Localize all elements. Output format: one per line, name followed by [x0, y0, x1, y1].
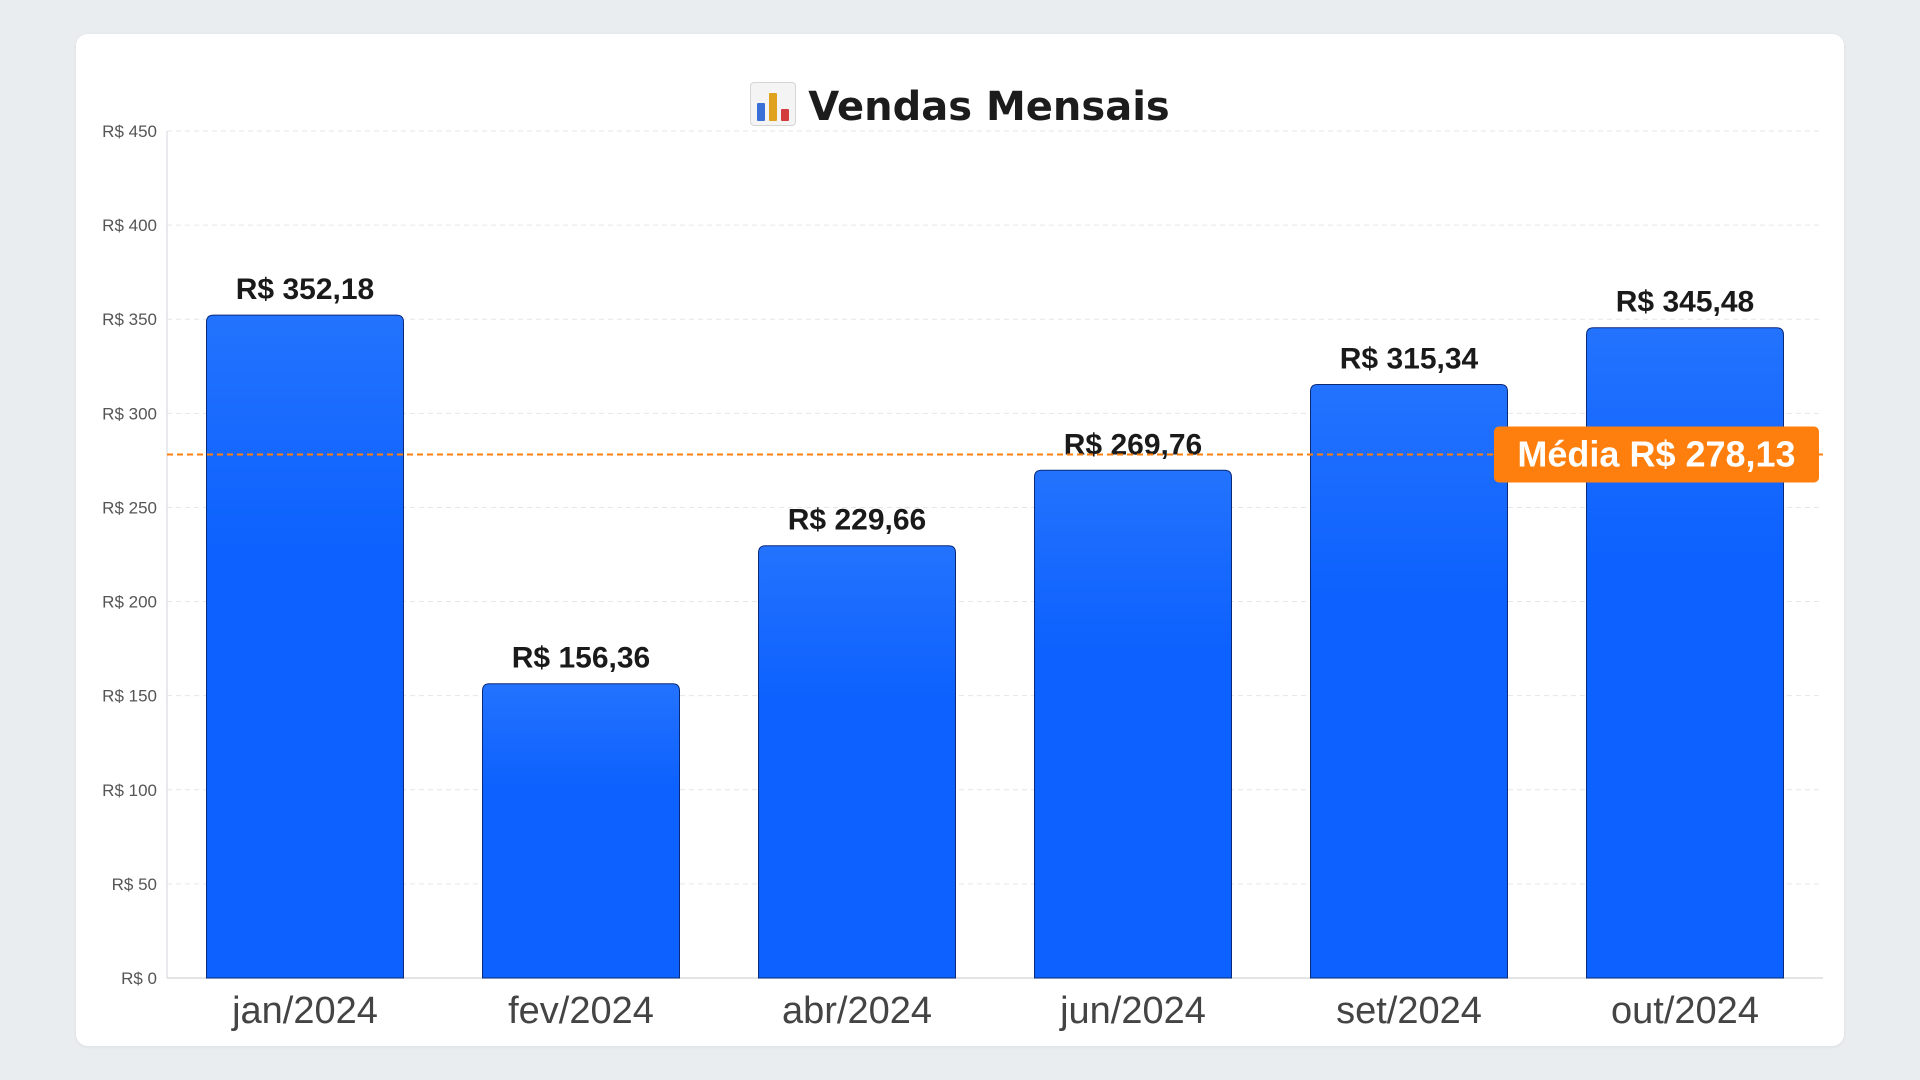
bar [482, 683, 680, 979]
x-tick-label: jan/2024 [231, 990, 378, 1032]
bar-value-label: R$ 345,48 [1616, 286, 1754, 319]
y-tick-label: R$ 100 [102, 781, 157, 800]
y-tick-label: R$ 200 [102, 593, 157, 612]
x-tick-label: jun/2024 [1059, 990, 1206, 1032]
y-tick-label: R$ 350 [102, 310, 157, 329]
x-tick-label: out/2024 [1611, 990, 1759, 1032]
y-tick-label: R$ 400 [102, 216, 157, 235]
bar [758, 545, 956, 979]
x-tick-label: abr/2024 [782, 990, 932, 1032]
y-tick-label: R$ 150 [102, 687, 157, 706]
bar [1586, 327, 1784, 979]
bar-value-label: R$ 229,66 [788, 504, 926, 537]
bar [206, 314, 404, 979]
bar-value-label: R$ 156,36 [512, 642, 650, 675]
bar-chart-icon [750, 82, 797, 126]
y-tick-label: R$ 250 [102, 498, 157, 517]
bar-value-label: R$ 269,76 [1064, 428, 1202, 461]
average-label: Média R$ 278,13 [1517, 433, 1795, 474]
y-tick-label: R$ 450 [102, 122, 157, 141]
bar [1034, 469, 1232, 979]
x-tick-label: fev/2024 [508, 990, 654, 1032]
y-tick-label: R$ 0 [121, 969, 157, 988]
chart-title-row: Vendas Mensais [76, 82, 1844, 130]
bar-value-label: R$ 352,18 [236, 273, 374, 306]
y-tick-label: R$ 50 [112, 875, 157, 894]
chart-title: Vendas Mensais [808, 84, 1170, 130]
bar [1310, 383, 1508, 979]
x-tick-label: set/2024 [1336, 990, 1482, 1032]
average-label-box [1494, 426, 1819, 483]
y-tick-label: R$ 300 [102, 404, 157, 423]
bar-value-label: R$ 315,34 [1340, 342, 1479, 375]
